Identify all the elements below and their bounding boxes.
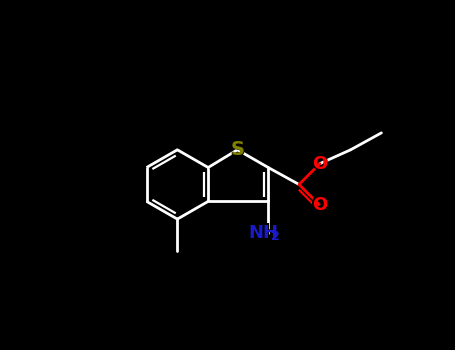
Text: NH: NH <box>248 224 278 242</box>
Text: NH: NH <box>246 223 281 243</box>
Text: O: O <box>312 155 328 173</box>
Text: O: O <box>311 154 329 174</box>
Text: S: S <box>230 140 244 159</box>
Text: S: S <box>229 140 245 160</box>
Text: 2: 2 <box>271 230 279 243</box>
Text: O: O <box>311 195 329 215</box>
Text: O: O <box>312 196 328 214</box>
